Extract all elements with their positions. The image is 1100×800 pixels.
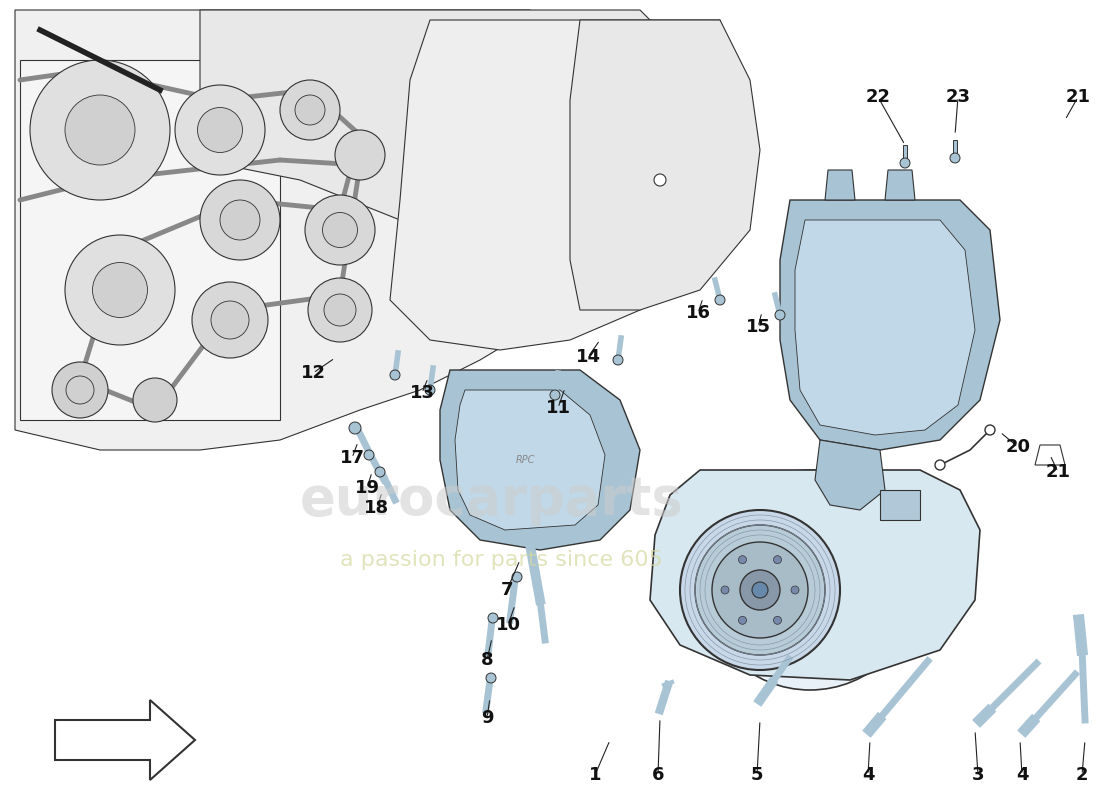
Circle shape <box>30 60 170 200</box>
Polygon shape <box>20 60 281 420</box>
Text: 20: 20 <box>1005 438 1031 456</box>
Polygon shape <box>455 390 605 530</box>
Polygon shape <box>570 20 760 310</box>
Circle shape <box>364 450 374 460</box>
Polygon shape <box>886 170 915 200</box>
Circle shape <box>715 295 725 305</box>
Text: 15: 15 <box>746 318 770 336</box>
Circle shape <box>776 310 785 320</box>
Text: 2: 2 <box>1076 766 1088 784</box>
Circle shape <box>390 370 400 380</box>
Text: 7: 7 <box>500 581 514 599</box>
Circle shape <box>66 376 94 404</box>
Polygon shape <box>440 370 640 550</box>
Text: 21: 21 <box>1045 463 1070 481</box>
Circle shape <box>211 301 249 339</box>
Polygon shape <box>15 10 640 450</box>
Circle shape <box>295 95 324 125</box>
Circle shape <box>375 467 385 477</box>
Bar <box>880 490 920 520</box>
Circle shape <box>695 525 825 655</box>
Circle shape <box>52 362 108 418</box>
Circle shape <box>280 80 340 140</box>
Circle shape <box>486 673 496 683</box>
Circle shape <box>324 294 356 326</box>
Circle shape <box>773 556 781 564</box>
Circle shape <box>752 582 768 598</box>
Circle shape <box>550 390 560 400</box>
Text: 19: 19 <box>354 479 379 497</box>
Circle shape <box>680 510 840 670</box>
Circle shape <box>175 85 265 175</box>
Polygon shape <box>55 700 195 780</box>
Text: 16: 16 <box>685 304 711 322</box>
Circle shape <box>133 378 177 422</box>
Circle shape <box>984 425 996 435</box>
Polygon shape <box>815 440 886 510</box>
Circle shape <box>738 556 747 564</box>
Circle shape <box>950 153 960 163</box>
Text: eurocarparts: eurocarparts <box>300 474 684 526</box>
Circle shape <box>738 616 747 624</box>
Circle shape <box>935 460 945 470</box>
Text: 9: 9 <box>481 709 493 727</box>
Polygon shape <box>390 20 740 350</box>
Circle shape <box>192 282 268 358</box>
Circle shape <box>65 235 175 345</box>
Circle shape <box>720 586 729 594</box>
Circle shape <box>712 542 808 638</box>
Circle shape <box>654 174 666 186</box>
Circle shape <box>305 195 375 265</box>
Circle shape <box>613 355 623 365</box>
Polygon shape <box>780 200 1000 450</box>
Circle shape <box>791 586 799 594</box>
Text: 8: 8 <box>481 651 493 669</box>
Circle shape <box>512 572 522 582</box>
Text: 4: 4 <box>1015 766 1028 784</box>
Circle shape <box>425 385 435 395</box>
Text: 10: 10 <box>495 616 520 634</box>
Text: 6: 6 <box>651 766 664 784</box>
Circle shape <box>900 158 910 168</box>
Text: 18: 18 <box>364 499 389 517</box>
Text: 14: 14 <box>575 348 601 366</box>
Text: 11: 11 <box>546 399 571 417</box>
Circle shape <box>336 130 385 180</box>
Text: 17: 17 <box>340 449 364 467</box>
Circle shape <box>488 613 498 623</box>
Circle shape <box>773 616 781 624</box>
Circle shape <box>322 213 358 247</box>
Text: 12: 12 <box>300 364 326 382</box>
Text: 23: 23 <box>946 88 970 106</box>
Polygon shape <box>795 220 975 435</box>
Circle shape <box>200 180 280 260</box>
Text: 5: 5 <box>750 766 763 784</box>
Polygon shape <box>1035 445 1065 465</box>
Text: 4: 4 <box>861 766 875 784</box>
Text: 1: 1 <box>588 766 602 784</box>
Polygon shape <box>200 10 700 220</box>
Text: a passion for parts since 605: a passion for parts since 605 <box>340 550 663 570</box>
Circle shape <box>308 278 372 342</box>
Polygon shape <box>825 170 855 200</box>
Bar <box>903 145 907 163</box>
Polygon shape <box>650 470 980 680</box>
Circle shape <box>349 422 361 434</box>
Circle shape <box>740 570 780 610</box>
Text: 22: 22 <box>866 88 891 106</box>
Circle shape <box>700 470 920 690</box>
Circle shape <box>220 200 260 240</box>
Circle shape <box>198 107 242 153</box>
Text: 21: 21 <box>1066 88 1090 106</box>
Circle shape <box>92 262 147 318</box>
Text: 3: 3 <box>971 766 984 784</box>
Circle shape <box>65 95 135 165</box>
Text: 13: 13 <box>409 384 434 402</box>
Bar <box>953 140 957 158</box>
Text: RPC: RPC <box>515 455 535 465</box>
